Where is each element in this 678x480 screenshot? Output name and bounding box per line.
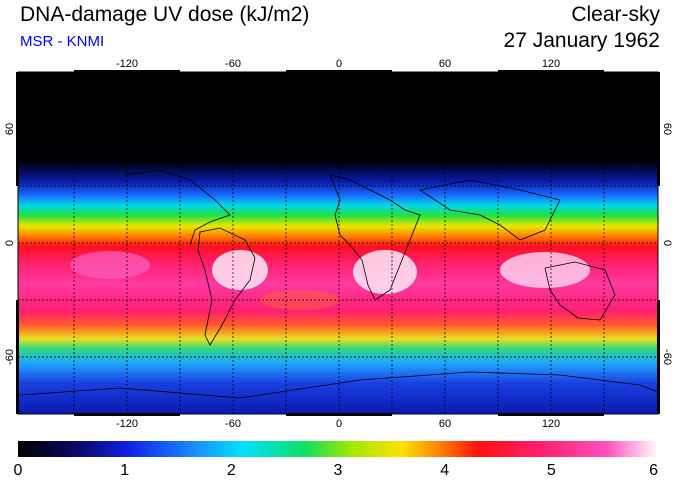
border-segment xyxy=(657,300,660,414)
coast-australia xyxy=(544,261,616,321)
lat-tick-left: -60 xyxy=(4,349,16,365)
lon-tick-bottom: -60 xyxy=(225,418,241,430)
date-label: 27 January 1962 xyxy=(503,29,660,52)
coast-south-america xyxy=(197,227,256,346)
border-segment xyxy=(74,413,180,416)
colorbar-tick-label: 6 xyxy=(649,462,658,479)
lon-tick-top: 0 xyxy=(336,58,342,70)
hotspot-pacific xyxy=(70,251,150,279)
lat-tick-left: 0 xyxy=(4,240,16,246)
colorbar-tick-label: 0 xyxy=(14,462,23,479)
border-segment xyxy=(286,70,392,73)
lon-tick-top: -120 xyxy=(116,58,138,70)
colorbar-tick-label: 2 xyxy=(227,462,236,479)
lon-tick-bottom: 120 xyxy=(542,418,560,430)
map-title: DNA-damage UV dose (kJ/m2) xyxy=(20,3,310,26)
graticule xyxy=(18,72,658,414)
coast-asia xyxy=(418,179,561,241)
border-segment xyxy=(657,72,660,186)
border-segment xyxy=(16,300,19,414)
hotspot-africa xyxy=(353,250,417,294)
lat-tick-left: 60 xyxy=(4,123,16,135)
hotspot-australia xyxy=(500,252,590,288)
source-label: MSR - KNMI xyxy=(20,33,105,50)
lat-tick-right: 0 xyxy=(661,240,673,246)
hotspot-south-america xyxy=(212,250,268,290)
border-segment xyxy=(74,70,180,73)
colorbar xyxy=(18,441,658,457)
lon-tick-top: -60 xyxy=(225,58,241,70)
lon-tick-top: 60 xyxy=(439,58,451,70)
lon-tick-bottom: 0 xyxy=(336,418,342,430)
lat-tick-right: -60 xyxy=(661,349,673,365)
colorbar-tick-label: 5 xyxy=(547,462,556,479)
lon-tick-top: 120 xyxy=(542,58,560,70)
coastlines xyxy=(19,169,658,399)
lon-tick-bottom: 60 xyxy=(439,418,451,430)
lon-tick-bottom: -120 xyxy=(116,418,138,430)
coast-antarctica xyxy=(19,371,658,399)
sky-condition-label: Clear-sky xyxy=(571,3,660,26)
border-segment xyxy=(498,413,604,416)
border-segment xyxy=(286,413,392,416)
frame-border-ticks xyxy=(16,70,660,416)
colorbar-tick-label: 1 xyxy=(120,462,129,479)
colorbar-tick-label: 3 xyxy=(334,462,343,479)
border-segment xyxy=(16,72,19,186)
border-segment xyxy=(498,70,604,73)
coast-north-america xyxy=(124,169,231,246)
coast-africa xyxy=(329,174,421,301)
lat-tick-right: 60 xyxy=(661,123,673,135)
colorbar-tick-label: 4 xyxy=(440,462,449,479)
